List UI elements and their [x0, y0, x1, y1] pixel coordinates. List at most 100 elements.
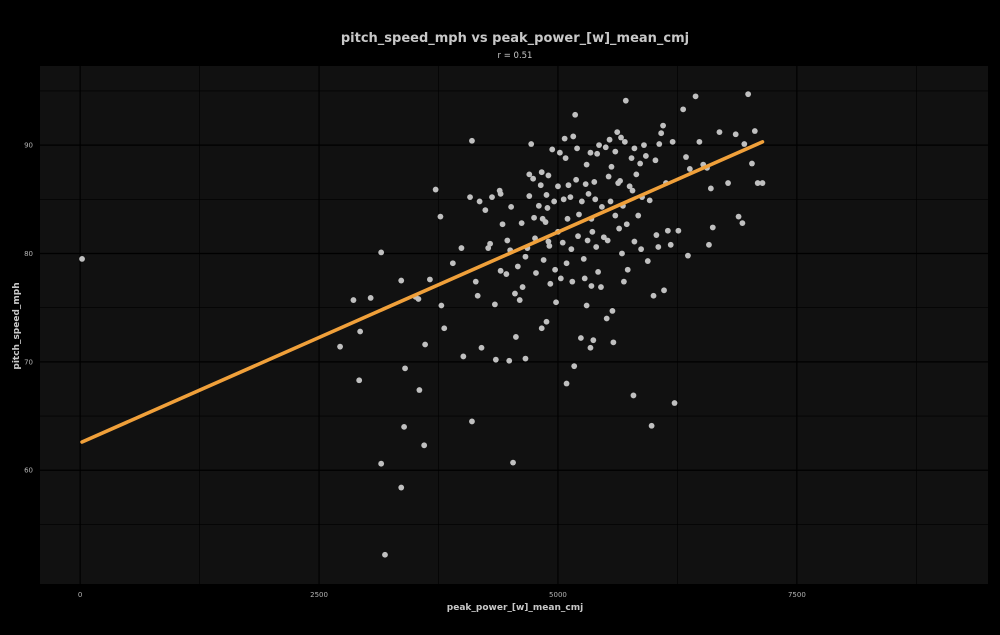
data-point [476, 198, 483, 205]
data-point [543, 192, 550, 198]
data-point [725, 180, 731, 186]
data-point [350, 297, 357, 303]
data-point [469, 137, 475, 144]
data-point [588, 283, 595, 289]
regression-line-group [80, 140, 765, 444]
data-point [514, 263, 521, 270]
data-point [598, 284, 604, 290]
data-point [564, 215, 571, 222]
data-point [594, 150, 601, 157]
data-point [706, 241, 712, 248]
data-point [595, 268, 601, 275]
data-point [656, 141, 663, 147]
data-point [661, 287, 667, 294]
data-point [577, 335, 584, 341]
data-point [401, 423, 408, 430]
data-point [552, 266, 558, 273]
data-point [437, 213, 444, 220]
data-point [692, 93, 699, 100]
data-point [497, 190, 504, 197]
regression-line [80, 140, 765, 444]
data-point [653, 232, 660, 238]
data-point [482, 207, 489, 214]
data-point [516, 297, 523, 303]
data-point [489, 194, 495, 201]
data-point [619, 250, 625, 257]
data-point [716, 129, 723, 136]
data-point [467, 194, 473, 201]
data-point [540, 257, 547, 263]
data-point [655, 244, 662, 250]
data-point [549, 146, 556, 153]
data-point [576, 211, 582, 218]
data-point [416, 387, 423, 393]
data-point [614, 129, 621, 136]
data-point [557, 275, 564, 282]
data-point [449, 260, 456, 267]
x-axis-label: peak_power_[w]_mean_cmj [447, 603, 583, 613]
panel-background [40, 66, 988, 584]
data-point [545, 172, 552, 179]
data-point [492, 356, 499, 363]
data-point [438, 302, 445, 309]
data-point [563, 380, 570, 387]
data-point [759, 180, 766, 186]
data-point [629, 187, 636, 194]
data-point [583, 302, 590, 309]
data-point [561, 135, 568, 142]
data-point [741, 141, 748, 147]
data-point [545, 238, 552, 245]
data-point [398, 484, 405, 491]
data-point [415, 296, 422, 302]
data-point [628, 155, 635, 162]
x-tick-label: 2500 [310, 591, 328, 599]
data-point [667, 241, 674, 248]
data-point [646, 197, 653, 204]
data-point [593, 244, 600, 250]
data-point [544, 205, 551, 211]
data-point [612, 212, 619, 219]
data-point [337, 343, 343, 350]
data-point [513, 334, 519, 340]
data-point [696, 138, 703, 145]
data-point [427, 276, 433, 283]
data-point [542, 219, 549, 225]
data-point [604, 237, 611, 244]
data-point [575, 233, 581, 240]
data-point [626, 183, 633, 190]
data-point [559, 239, 566, 246]
data-point [499, 221, 506, 228]
y-tick-label: 90 [24, 142, 33, 150]
data-point [648, 422, 655, 429]
data-point [591, 179, 598, 185]
data-point [581, 275, 588, 282]
data-point [560, 196, 567, 203]
data-point [538, 169, 545, 176]
data-point [402, 365, 408, 372]
data-point [526, 171, 533, 178]
data-point [683, 154, 689, 160]
data-point [563, 260, 570, 267]
data-point [553, 299, 559, 306]
data-point [472, 278, 479, 285]
data-point [535, 202, 542, 209]
data-point [612, 148, 619, 155]
data-point [504, 237, 511, 244]
data-point [79, 255, 85, 262]
data-point [356, 377, 363, 384]
data-point [749, 160, 755, 167]
data-point [602, 144, 609, 151]
data-point [671, 400, 678, 406]
data-point [631, 145, 638, 152]
data-point [623, 221, 630, 228]
data-point [474, 292, 481, 299]
data-point [631, 238, 638, 245]
data-point [660, 122, 666, 129]
data-point [616, 225, 623, 232]
data-point [607, 198, 614, 205]
data-point [491, 301, 498, 308]
data-point [587, 344, 594, 351]
data-point [357, 328, 364, 335]
data-point [530, 175, 537, 182]
data-point [642, 153, 649, 159]
